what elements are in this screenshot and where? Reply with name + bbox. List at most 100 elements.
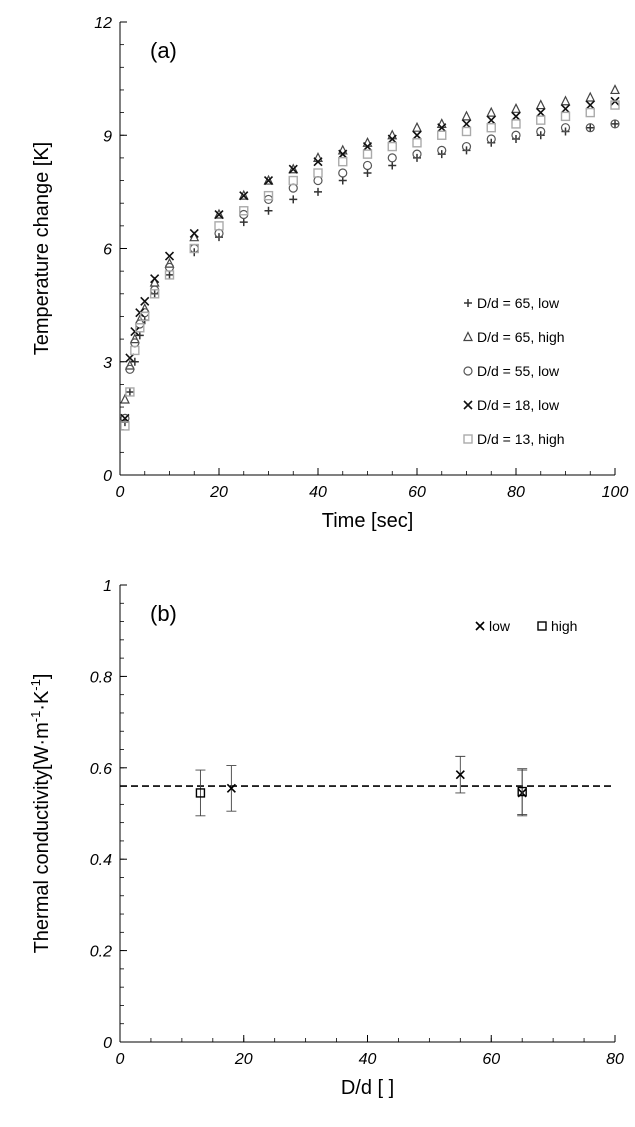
legend-marker: [463, 434, 473, 444]
chart-panel-0: 0 3 6 9 12 0 20 40 60 80 100 Time [sec] Temperature …: [31, 15, 628, 532]
data-point: [289, 195, 298, 204]
data-point: [610, 84, 620, 95]
legend-label: low: [489, 618, 511, 634]
y-axis-label-part: -1: [28, 711, 43, 723]
data-point: [129, 333, 140, 344]
data-point: [560, 123, 571, 133]
data-point: [239, 206, 249, 216]
x-tick-label: 40: [309, 484, 327, 501]
data-point: [313, 168, 323, 178]
y-axis-label-part: Temperature change [K]: [31, 142, 53, 355]
data-point: [164, 257, 175, 268]
data-point: [338, 156, 348, 167]
panel-label: (b): [150, 601, 177, 626]
data-point: [486, 134, 496, 144]
data-point: [214, 208, 224, 219]
data-point: [120, 421, 130, 431]
data-point: [536, 126, 546, 137]
data-point: [486, 106, 497, 117]
x-tick-label: 0: [116, 484, 125, 501]
data-point: [288, 175, 298, 186]
data-point: [585, 123, 595, 133]
data-point: [149, 289, 160, 299]
data-point: [455, 770, 465, 780]
data-point: [263, 175, 274, 186]
data-point: [585, 91, 596, 102]
y-tick-label: 0.4: [90, 852, 112, 869]
data-point: [125, 387, 134, 396]
data-point: [363, 169, 372, 177]
series-3: [120, 96, 620, 423]
legend-label: D/d = 18, low: [477, 397, 560, 413]
y-axis-label: Temperature change [K]: [31, 142, 53, 355]
x-tick-label: 80: [507, 484, 525, 501]
error-bar: [517, 768, 528, 815]
data-point: [195, 788, 206, 798]
data-point: [238, 189, 249, 200]
legend: low high: [475, 618, 577, 634]
x-tick-label: 0: [116, 1051, 125, 1068]
legend-marker: [463, 331, 473, 342]
data-point: [140, 296, 150, 306]
legend-marker: [464, 299, 472, 307]
data-point: [511, 111, 521, 121]
x-tick-label: 60: [408, 484, 426, 501]
y-axis-label-part: Thermal conductivity[W·m: [31, 722, 53, 953]
data-point: [119, 393, 130, 404]
x-tick-label: 40: [359, 1051, 377, 1068]
error-bar: [195, 769, 206, 817]
data-point: [125, 353, 135, 363]
data-point: [486, 122, 496, 133]
data-point: [437, 130, 447, 140]
data-point: [313, 175, 323, 186]
data-point: [313, 152, 323, 162]
data-point: [125, 364, 135, 374]
data-point: [214, 221, 224, 231]
data-point: [264, 206, 273, 215]
x-tick-label: 20: [209, 484, 228, 501]
series-4: [120, 100, 620, 431]
data-point: [611, 119, 619, 128]
data-point: [437, 123, 447, 133]
data-point: [140, 311, 150, 322]
y-tick-label: 0.8: [90, 669, 112, 686]
data-point: [164, 270, 175, 280]
data-point: [135, 331, 144, 340]
data-point: [338, 168, 348, 178]
data-point: [130, 326, 140, 337]
data-point: [214, 209, 224, 220]
data-point: [125, 387, 135, 397]
data-point: [130, 357, 139, 366]
data-point: [412, 149, 422, 159]
data-point: [165, 270, 174, 279]
data-point: [387, 153, 397, 163]
data-point: [387, 134, 397, 144]
data-point: [461, 110, 472, 121]
data-point: [130, 345, 140, 356]
data-point: [412, 121, 422, 132]
data-point: [586, 123, 595, 132]
y-tick-label: 1: [103, 578, 112, 595]
legend-label: D/d = 13, high: [477, 431, 565, 447]
data-point: [517, 786, 527, 797]
data-point: [436, 118, 447, 129]
data-point: [263, 174, 274, 185]
legend-label: D/d = 65, high: [477, 329, 565, 345]
y-tick-label: 0.2: [90, 944, 112, 961]
y-tick-label: 3: [103, 355, 112, 372]
data-point: [412, 130, 422, 140]
data-point: [536, 115, 546, 125]
data-point: [387, 129, 398, 140]
legend-marker: [537, 621, 547, 631]
data-point: [288, 163, 299, 174]
data-point: [362, 160, 373, 171]
data-point: [585, 100, 595, 110]
series-1: [195, 768, 528, 817]
data-point: [288, 183, 298, 193]
data-point: [610, 119, 620, 129]
y-axis-label: Thermal conductivity[W·m-1·K-1]: [28, 674, 53, 954]
chart-panel-1: 0 0.2 0.4 0.6 0.8 1 0 20 40 60 80 D/d [ ] Thermal co…: [28, 578, 624, 1099]
data-point: [288, 164, 298, 174]
data-point: [535, 99, 546, 110]
